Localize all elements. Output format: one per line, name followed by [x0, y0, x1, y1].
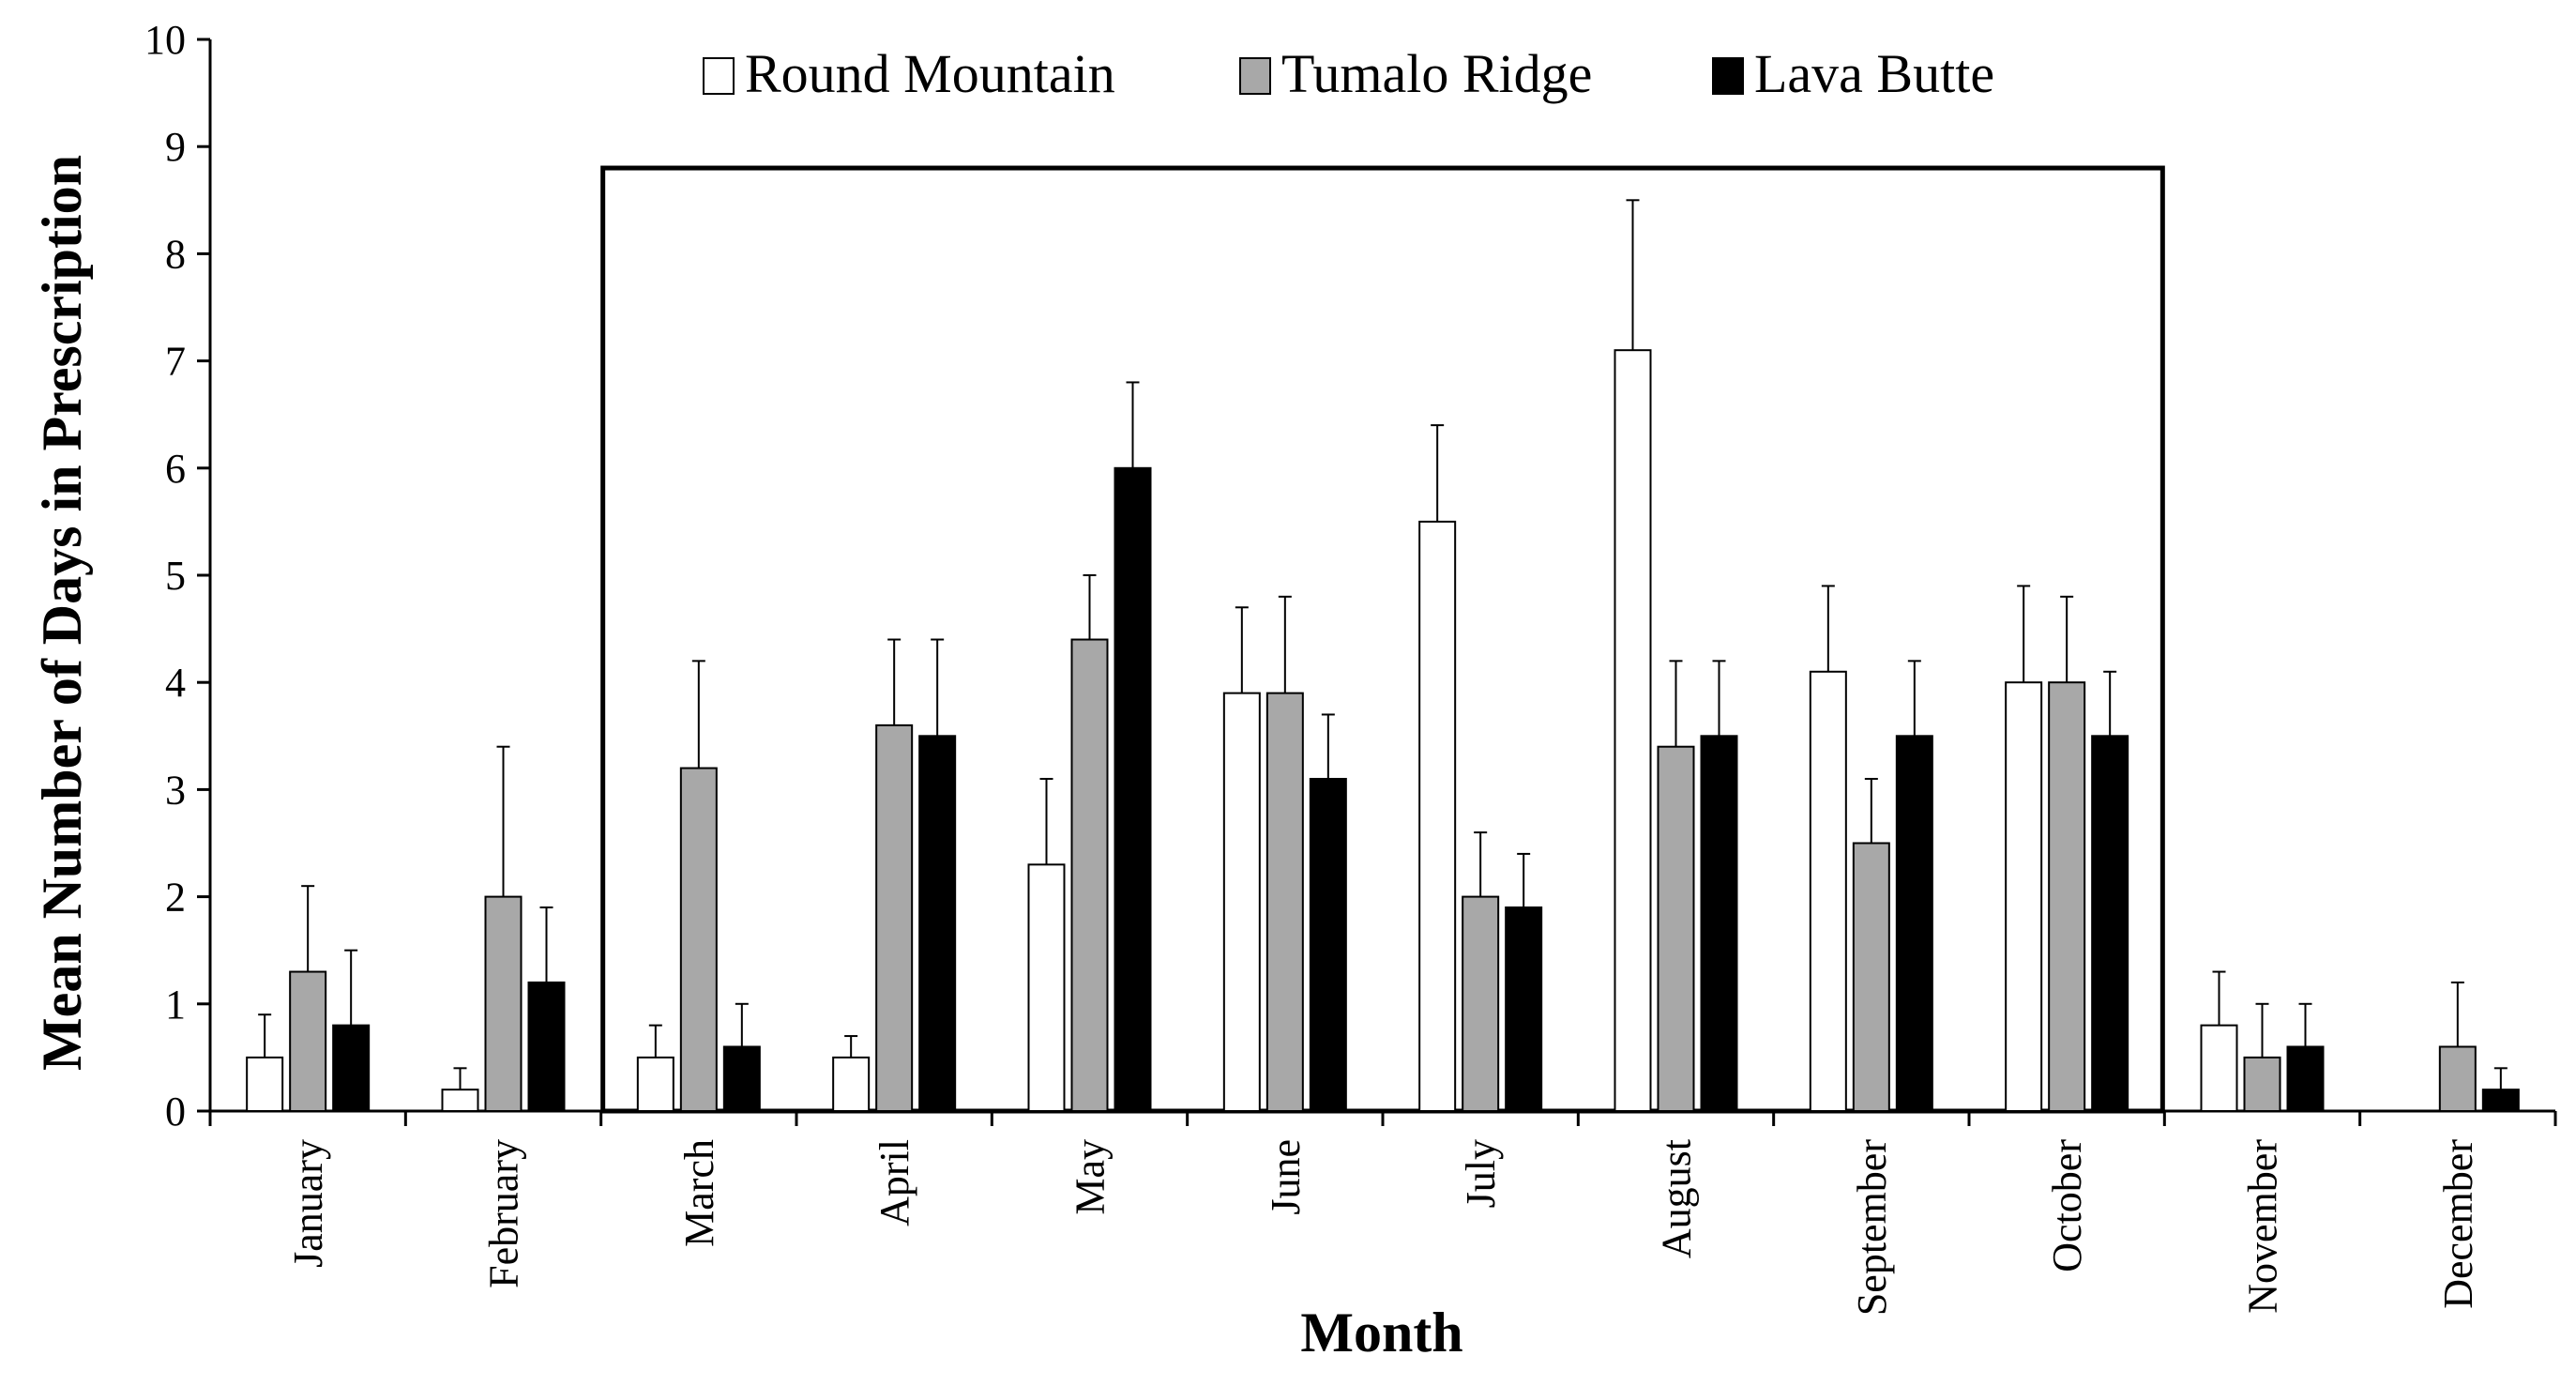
bar: [527, 981, 566, 1112]
y-tick-label: 1: [165, 982, 186, 1028]
x-category-label: November: [2240, 1139, 2286, 1314]
bar: [2048, 681, 2086, 1112]
x-category-label: May: [1068, 1139, 1114, 1215]
x-category-label: March: [676, 1139, 722, 1247]
bar: [1222, 692, 1261, 1112]
bar: [332, 1024, 371, 1113]
bar: [2005, 681, 2043, 1112]
bar: [1895, 735, 1933, 1112]
bar: [1809, 670, 1847, 1113]
bar: [1265, 692, 1304, 1112]
bar: [875, 723, 914, 1112]
legend-label: Lava Butte: [1754, 43, 1994, 104]
y-tick-label: 5: [165, 553, 186, 599]
y-tick-label: 2: [165, 875, 186, 921]
bar: [918, 735, 957, 1112]
y-tick-label: 8: [165, 231, 186, 277]
bar: [832, 1056, 871, 1113]
bar: [1070, 638, 1109, 1113]
bar: [441, 1089, 479, 1113]
x-category-label: August: [1654, 1139, 1700, 1258]
x-category-label: June: [1263, 1139, 1309, 1215]
x-category-label: April: [871, 1139, 917, 1226]
bar: [722, 1045, 761, 1112]
legend-swatch: [1712, 57, 1744, 95]
x-category-label: February: [481, 1139, 527, 1288]
bar: [2243, 1056, 2281, 1113]
bar: [636, 1056, 674, 1113]
y-tick-label: 9: [165, 124, 186, 170]
y-tick-label: 3: [165, 767, 186, 813]
bar: [2200, 1024, 2238, 1113]
bar: [1505, 906, 1543, 1113]
legend-swatch: [703, 57, 735, 95]
y-tick-label: 10: [144, 17, 186, 63]
y-tick-label: 4: [165, 660, 186, 706]
bar: [289, 970, 327, 1113]
bar: [2091, 735, 2129, 1112]
bar: [1027, 863, 1066, 1113]
bar: [1309, 777, 1347, 1112]
bar: [1114, 466, 1152, 1112]
bar: [1462, 895, 1500, 1112]
bar: [1657, 745, 1695, 1112]
y-axis-title: Mean Number of Days in Prescription: [31, 155, 93, 1071]
legend-label: Round Mountain: [745, 43, 1115, 104]
x-category-label: July: [1458, 1139, 1504, 1208]
x-category-label: December: [2435, 1139, 2481, 1309]
bar: [484, 895, 523, 1112]
bar: [246, 1056, 284, 1113]
legend-swatch: [1239, 57, 1271, 95]
x-axis-title: Month: [1300, 1302, 1462, 1363]
bar: [1700, 735, 1738, 1112]
bar: [1614, 349, 1652, 1112]
bar: [1852, 842, 1890, 1112]
bar: [679, 767, 718, 1112]
x-category-label: October: [2044, 1139, 2090, 1272]
y-tick-label: 0: [165, 1089, 186, 1135]
y-tick-label: 7: [165, 339, 186, 385]
y-tick-label: 6: [165, 446, 186, 492]
x-category-label: January: [285, 1139, 331, 1268]
legend-label: Tumalo Ridge: [1281, 43, 1592, 104]
bar: [2481, 1089, 2520, 1113]
bar: [2286, 1045, 2325, 1112]
x-category-label: September: [1849, 1139, 1895, 1317]
bar: [2438, 1045, 2477, 1112]
bar: [1418, 520, 1457, 1112]
